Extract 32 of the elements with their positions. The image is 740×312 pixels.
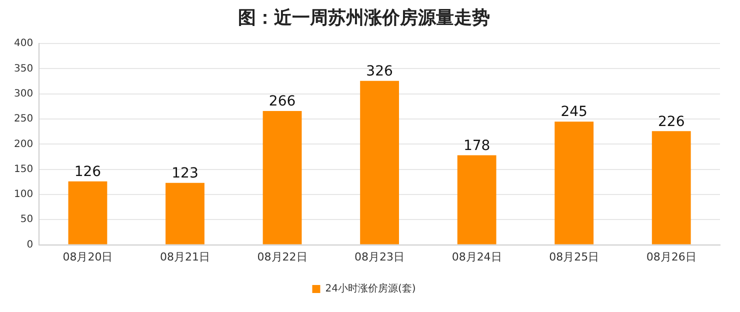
- bar: [166, 182, 204, 244]
- data-label: 123: [172, 166, 198, 182]
- y-tick-label: 400: [14, 38, 34, 50]
- data-label: 126: [74, 164, 102, 180]
- y-tick-label: 250: [14, 114, 34, 125]
- bar: [652, 131, 691, 244]
- y-tick-label: 0: [26, 239, 34, 250]
- bar: [262, 111, 302, 244]
- data-label: 178: [463, 138, 490, 154]
- x-tick-label: 08月25日: [549, 250, 600, 264]
- y-tick-label: 150: [14, 164, 34, 175]
- y-tick-label: 350: [14, 63, 34, 74]
- chart-title: 图：近一周苏州涨价房源量走势: [238, 7, 490, 28]
- bar: [68, 181, 108, 244]
- x-tick-label: 08月21日: [160, 250, 210, 264]
- y-tick-label: 50: [20, 214, 34, 226]
- bar: [554, 122, 594, 244]
- x-tick-label: 08月23日: [354, 250, 405, 264]
- data-label: 266: [268, 94, 296, 110]
- y-tick-label: 300: [14, 88, 34, 100]
- x-tick-label: 08月24日: [452, 250, 502, 264]
- x-tick-label: 08月26日: [646, 250, 696, 264]
- x-tick-label: 08月20日: [62, 250, 113, 264]
- bar: [457, 155, 496, 244]
- data-label: 245: [560, 104, 588, 120]
- y-tick-label: 200: [14, 138, 34, 150]
- legend-label: 24小时涨价房源(套): [325, 282, 416, 295]
- data-label: 326: [366, 63, 393, 80]
- y-tick-label: 100: [14, 189, 34, 200]
- data-label: 226: [658, 114, 685, 130]
- x-tick-label: 08月22日: [257, 250, 308, 264]
- bar: [360, 80, 399, 244]
